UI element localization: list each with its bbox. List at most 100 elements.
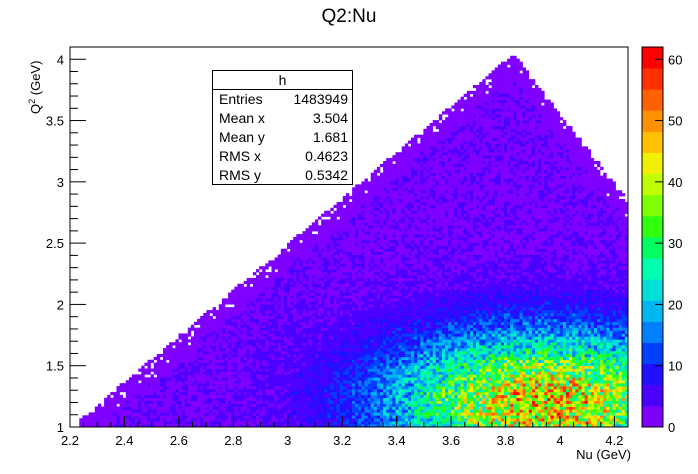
heatmap-cell xyxy=(277,310,282,314)
heatmap-cell xyxy=(380,397,384,401)
heatmap-cell xyxy=(318,289,322,293)
heatmap-cell xyxy=(373,386,378,390)
heatmap-cell xyxy=(209,380,213,384)
heatmap-cell xyxy=(209,397,213,401)
heatmap-cell xyxy=(252,356,257,361)
heatmap-cell xyxy=(355,204,359,209)
heatmap-cell xyxy=(215,377,220,381)
heatmap-cell xyxy=(311,245,316,249)
heatmap-cell xyxy=(194,333,198,337)
heatmap-cell xyxy=(361,266,365,270)
heatmap-cell xyxy=(367,207,371,211)
heatmap-cell xyxy=(373,269,378,273)
heatmap-cell xyxy=(318,313,322,317)
heatmap-cell xyxy=(336,260,340,264)
heatmap-cell xyxy=(395,207,399,211)
heatmap-cell xyxy=(349,257,353,261)
heatmap-cell xyxy=(166,368,170,372)
heatmap-cell xyxy=(240,359,244,363)
heatmap-cell xyxy=(383,383,387,387)
heatmap-cell xyxy=(240,362,244,366)
heatmap-cell xyxy=(249,380,254,384)
heatmap-cell xyxy=(321,406,325,410)
heatmap-cell xyxy=(373,315,378,320)
heatmap-cell xyxy=(395,193,399,197)
heatmap-cell xyxy=(128,409,133,413)
heatmap-cell xyxy=(324,289,328,293)
heatmap-cell xyxy=(293,418,297,422)
heatmap-cell xyxy=(200,333,204,337)
heatmap-cell xyxy=(352,222,356,226)
heatmap-cell xyxy=(228,330,232,334)
heatmap-cell xyxy=(318,377,322,381)
heatmap-cell xyxy=(187,374,192,378)
heatmap-cell xyxy=(252,307,257,311)
heatmap-cell xyxy=(327,313,331,317)
heatmap-cell xyxy=(225,298,229,302)
heatmap-cell xyxy=(336,362,340,366)
heatmap-cell xyxy=(345,216,350,220)
heatmap-cell xyxy=(314,342,319,346)
heatmap-cell xyxy=(296,289,300,293)
heatmap-cell xyxy=(364,412,368,416)
heatmap-cell xyxy=(339,336,344,340)
heatmap-cell xyxy=(218,371,223,375)
heatmap-cell xyxy=(386,418,390,422)
heatmap-cell xyxy=(345,295,350,299)
heatmap-cell xyxy=(352,333,356,337)
heatmap-cell xyxy=(330,327,334,331)
heatmap-cell xyxy=(265,277,269,282)
heatmap-cell xyxy=(395,155,399,159)
heatmap-cell xyxy=(327,342,331,346)
heatmap-cell xyxy=(243,348,247,352)
heatmap-cell xyxy=(234,359,238,363)
heatmap-cell xyxy=(327,242,331,247)
heatmap-cell xyxy=(265,359,269,363)
heatmap-cell xyxy=(367,301,371,305)
heatmap-cell xyxy=(169,368,173,372)
heatmap-cell xyxy=(203,333,207,337)
heatmap-cell xyxy=(237,307,241,311)
heatmap-cell xyxy=(305,272,309,276)
heatmap-cell xyxy=(215,400,220,404)
heatmap-cell xyxy=(197,412,201,416)
heatmap-cell xyxy=(280,283,285,287)
heatmap-cell xyxy=(225,406,229,410)
heatmap-cell xyxy=(132,409,136,413)
heatmap-cell xyxy=(342,315,347,320)
heatmap-cell xyxy=(256,292,260,296)
heatmap-cell xyxy=(370,310,375,314)
heatmap-cell xyxy=(358,377,362,381)
heatmap-cell xyxy=(364,248,368,252)
heatmap-cell xyxy=(392,242,396,247)
heatmap-cell xyxy=(330,383,334,387)
heatmap-cell xyxy=(287,391,291,396)
heatmap-cell xyxy=(203,424,207,428)
heatmap-cell xyxy=(364,295,368,299)
heatmap-cell xyxy=(249,280,254,285)
heatmap-cell xyxy=(342,228,347,232)
heatmap-cell xyxy=(355,362,359,366)
heatmap-cell xyxy=(333,333,337,337)
heatmap-cell xyxy=(355,345,359,349)
heatmap-cell xyxy=(364,298,368,302)
heatmap-cell xyxy=(389,254,393,258)
heatmap-cell xyxy=(352,336,356,340)
heatmap-cell xyxy=(265,298,269,302)
heatmap-cell xyxy=(305,289,309,293)
heatmap-cell xyxy=(395,187,399,191)
heatmap-cell xyxy=(125,424,130,428)
heatmap-cell xyxy=(287,342,291,346)
heatmap-cell xyxy=(373,210,378,214)
heatmap-cell xyxy=(358,394,362,399)
heatmap-cell xyxy=(119,383,123,387)
heatmap-cell xyxy=(299,321,303,325)
heatmap-cell xyxy=(367,222,371,226)
heatmap-cell xyxy=(265,394,269,399)
heatmap-cell xyxy=(150,380,154,384)
heatmap-cell xyxy=(240,380,244,384)
heatmap-cell xyxy=(85,418,89,422)
heatmap-cell xyxy=(119,394,123,399)
heatmap-cell xyxy=(386,359,390,363)
